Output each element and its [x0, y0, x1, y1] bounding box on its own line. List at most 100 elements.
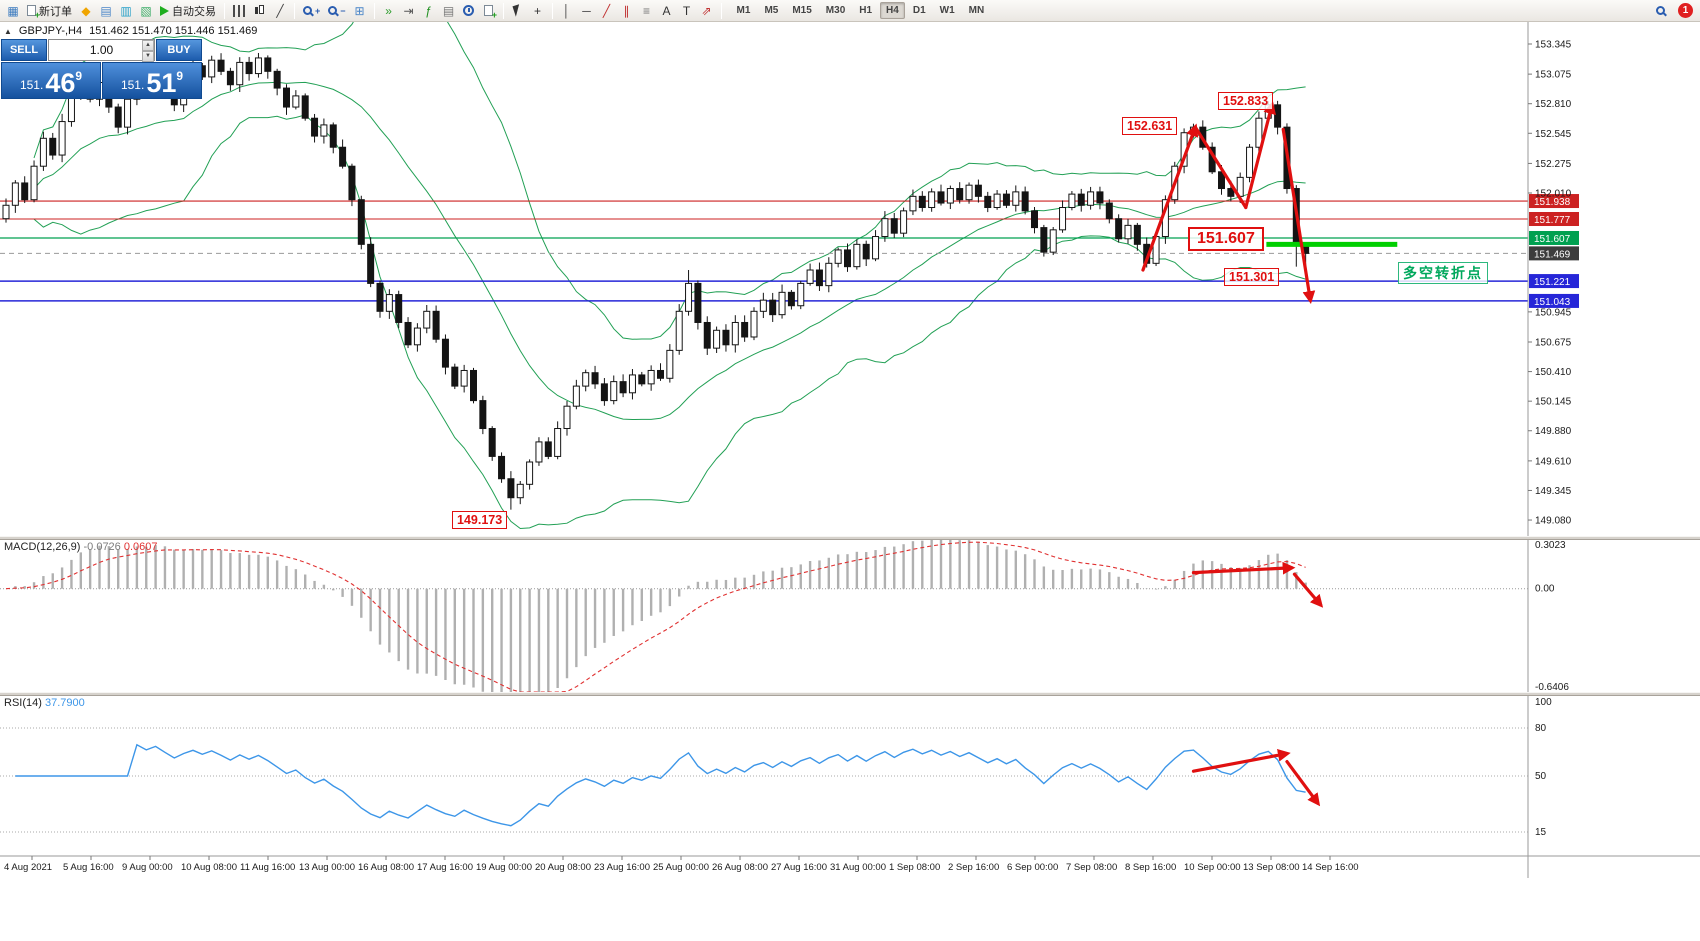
strategy-tester-button[interactable]: ▧	[136, 1, 156, 20]
shapes-button[interactable]: ⇗	[697, 1, 717, 20]
one-click-toggle-icon[interactable]: ▲	[4, 26, 12, 36]
svg-text:11 Aug 16:00: 11 Aug 16:00	[240, 862, 295, 873]
svg-text:16 Aug 08:00: 16 Aug 08:00	[358, 862, 414, 873]
timeframe-m5-button[interactable]: M5	[764, 5, 779, 16]
svg-text:14 Sep 16:00: 14 Sep 16:00	[1302, 862, 1359, 873]
cursor-button[interactable]	[508, 1, 528, 20]
channel-button[interactable]: ∥	[617, 1, 637, 20]
rsi-name: RSI(14)	[4, 697, 42, 709]
news-button[interactable]	[479, 1, 499, 20]
auto-scroll-button[interactable]: »	[379, 1, 399, 20]
periods-button[interactable]: ▤	[439, 1, 459, 20]
new-chart-button[interactable]: ▦	[3, 1, 23, 20]
timeframe-d1-button[interactable]: D1	[912, 5, 926, 16]
timeframe-h1-button[interactable]: H1	[859, 5, 873, 16]
macd-main-value: -0.0726	[83, 541, 121, 553]
ask-price-panel[interactable]: 151. 51 9	[102, 62, 202, 99]
crosshair-button[interactable]: +	[528, 1, 548, 20]
annotation-turning-point[interactable]: 多空转折点	[1398, 262, 1488, 284]
ask-pip-digit: 9	[176, 69, 184, 83]
zoom-out-button[interactable]: −	[324, 1, 349, 20]
pane-splitter-rsi[interactable]	[0, 692, 1700, 696]
svg-text:27 Aug 16:00: 27 Aug 16:00	[771, 862, 827, 873]
chart-shift-button[interactable]: ⇥	[399, 1, 419, 20]
svg-text:151.469: 151.469	[1534, 249, 1571, 260]
svg-text:19 Aug 00:00: 19 Aug 00:00	[476, 862, 532, 873]
volume-decrease-button[interactable]: ▼	[142, 51, 154, 62]
timeframe-group: M1 M5 M15 M30 H1 H4 D1 W1 MN	[730, 2, 992, 19]
label-button[interactable]: T	[677, 1, 697, 20]
candlestick-type-button[interactable]	[249, 1, 270, 20]
svg-text:150.675: 150.675	[1535, 338, 1572, 349]
svg-text:149.345: 149.345	[1535, 486, 1572, 497]
auto-trading-button-label: 自动交易	[172, 5, 216, 18]
indicators-button[interactable]: ƒ	[419, 1, 439, 20]
timeframe-mn-button[interactable]: MN	[968, 5, 985, 16]
macd-signal-value: 0.0607	[123, 541, 158, 553]
tile-windows-button[interactable]: ⊞	[350, 1, 370, 20]
notification-badge[interactable]: 1	[1678, 3, 1693, 18]
svg-text:152.810: 152.810	[1535, 99, 1572, 110]
text-icon: A	[662, 3, 671, 18]
svg-text:0.00: 0.00	[1535, 584, 1555, 595]
one-click-trading-panel: SELL 1.00 ▲ ▼ BUY 151. 46 9 151. 51 9	[1, 39, 202, 99]
zoom-out-icon	[328, 6, 338, 15]
vertical-line-button[interactable]: │	[557, 1, 577, 20]
timeframe-m15-button[interactable]: M15	[792, 5, 812, 16]
text-button[interactable]: A	[657, 1, 677, 20]
bid-price-panel[interactable]: 151. 46 9	[1, 62, 101, 99]
label-icon: T	[682, 3, 691, 18]
bar-chart-type-icon	[233, 4, 245, 17]
auto-trading-button[interactable]: 自动交易	[156, 1, 220, 20]
charts-window-button[interactable]: ▤	[96, 1, 116, 20]
play-icon	[160, 5, 169, 16]
sell-button[interactable]: SELL	[1, 39, 47, 61]
svg-text:151.043: 151.043	[1534, 297, 1571, 308]
buy-button[interactable]: BUY	[156, 39, 202, 61]
timeframe-w1-button[interactable]: W1	[939, 5, 955, 16]
toolbar: ▦ 新订单 ◆ ▤ ▥ ▧ 自动交易 ╱ + −⊞ » ⇥ ƒ ▤ + │ ─ ╱ ∥ ≡ AT ⇗ M1 M5 M15 M30…	[0, 0, 1700, 22]
strategy-tester-icon: ▧	[140, 3, 152, 18]
search-button[interactable]	[1650, 1, 1670, 20]
toolbar-divider	[551, 2, 553, 19]
zoom-in-icon	[303, 6, 312, 15]
toolbar-divider	[373, 2, 375, 19]
annotation-price-151-301[interactable]: 151.301	[1224, 268, 1280, 286]
macd-name: MACD(12,26,9)	[4, 541, 81, 553]
line-chart-type-button[interactable]: ╱	[270, 1, 290, 20]
annotation-price-152-833[interactable]: 152.833	[1218, 92, 1274, 110]
annotation-price-152-631[interactable]: 152.631	[1122, 117, 1178, 135]
toolbar-divider	[294, 2, 295, 19]
data-window-button[interactable]: ▥	[116, 1, 136, 20]
timeframe-h4-button[interactable]: H4	[880, 2, 905, 19]
svg-text:17 Aug 16:00: 17 Aug 16:00	[417, 862, 473, 873]
chart-window: 151.938 151.777 151.607 151.469 151.221 151.0…	[0, 22, 1700, 941]
annotation-price-149-173[interactable]: 149.173	[452, 511, 508, 529]
tile-windows-icon: ⊞	[354, 3, 365, 18]
volume-increase-button[interactable]: ▲	[142, 40, 154, 51]
timeframe-m1-button[interactable]: M1	[736, 5, 751, 16]
svg-text:153.345: 153.345	[1535, 39, 1572, 50]
svg-text:149.080: 149.080	[1535, 516, 1572, 527]
alarm-button[interactable]	[459, 1, 479, 20]
chart-shift-icon: ⇥	[403, 3, 414, 18]
volume-field[interactable]: 1.00 ▲ ▼	[48, 39, 155, 62]
svg-text:0.3023: 0.3023	[1535, 540, 1566, 551]
periods-icon: ▤	[442, 3, 455, 18]
svg-text:26 Aug 08:00: 26 Aug 08:00	[712, 862, 768, 873]
timeframe-m30-button[interactable]: M30	[825, 5, 846, 16]
trendline-button[interactable]: ╱	[597, 1, 617, 20]
zoom-in-button[interactable]: +	[299, 1, 324, 20]
pane-splitter-macd[interactable]	[0, 536, 1700, 540]
auto-scroll-icon: »	[385, 3, 392, 18]
new-order-button[interactable]: 新订单	[23, 1, 76, 20]
fibonacci-button[interactable]: ≡	[637, 1, 657, 20]
horizontal-line-button[interactable]: ─	[577, 1, 597, 20]
bar-chart-type-button[interactable]	[229, 1, 249, 20]
svg-text:13 Sep 08:00: 13 Sep 08:00	[1243, 862, 1300, 873]
chart-canvas[interactable]: 151.938151.777151.607151.469151.221151.0…	[0, 22, 1700, 941]
svg-text:15: 15	[1535, 827, 1547, 838]
mql5-community-button[interactable]: ◆	[76, 1, 96, 20]
annotation-price-151-607[interactable]: 151.607	[1188, 227, 1264, 251]
svg-text:152.275: 152.275	[1535, 159, 1572, 170]
